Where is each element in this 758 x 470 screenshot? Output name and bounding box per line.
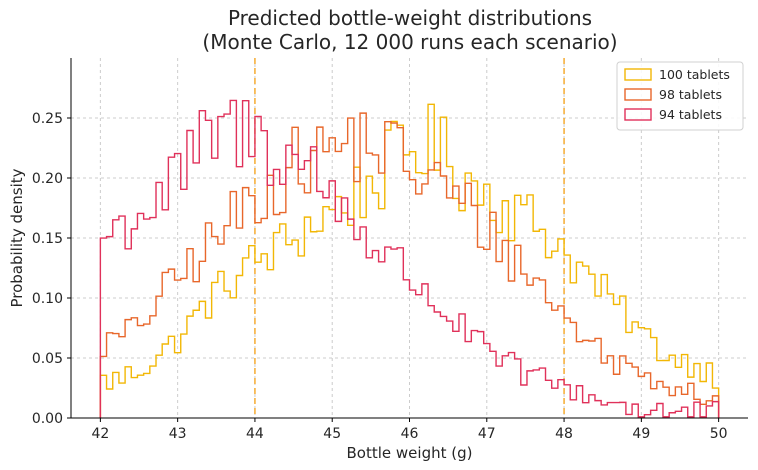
legend: 100 tablets 98 tablets 94 tablets <box>616 61 744 131</box>
x-tick-label: 49 <box>632 426 650 442</box>
x-axis-label: Bottle weight (g) <box>347 444 473 462</box>
legend-swatch <box>624 108 652 121</box>
x-ticks: 42 43 44 45 46 47 48 49 50 <box>91 418 728 442</box>
series-steps <box>99 99 720 418</box>
legend-box <box>616 61 744 131</box>
legend-label: 100 tablets <box>659 67 730 82</box>
series-step-2 <box>99 99 720 418</box>
y-axis-label: Probability density <box>8 168 26 307</box>
series-step-1 <box>99 112 720 418</box>
y-tick-label: 0.10 <box>32 291 63 307</box>
y-tick-label: 0.25 <box>32 111 63 127</box>
x-tick-label: 42 <box>91 426 109 442</box>
chart-title-line: (Monte Carlo, 12 000 runs each scenario) <box>202 30 617 54</box>
y-ticks: 0.00 0.05 0.10 0.15 0.20 0.25 <box>32 111 71 427</box>
y-tick-label: 0.00 <box>32 411 63 427</box>
legend-label: 98 tablets <box>659 87 722 102</box>
x-tick-label: 46 <box>401 426 419 442</box>
chart-title: Predicted bottle-weight distributions(Mo… <box>202 6 617 54</box>
y-tick-label: 0.05 <box>32 351 63 367</box>
legend-swatch <box>624 68 652 81</box>
x-tick-label: 48 <box>555 426 573 442</box>
x-tick-label: 50 <box>710 426 728 442</box>
y-tick-label: 0.20 <box>32 171 63 187</box>
legend-swatch <box>624 88 652 101</box>
x-tick-label: 45 <box>323 426 341 442</box>
x-tick-label: 44 <box>246 426 264 442</box>
series-step-0 <box>99 103 720 418</box>
legend-label: 94 tablets <box>659 107 722 122</box>
x-tick-label: 43 <box>169 426 187 442</box>
chart-title-line: Predicted bottle-weight distributions <box>228 6 592 30</box>
y-tick-label: 0.15 <box>32 231 63 247</box>
x-tick-label: 47 <box>478 426 496 442</box>
